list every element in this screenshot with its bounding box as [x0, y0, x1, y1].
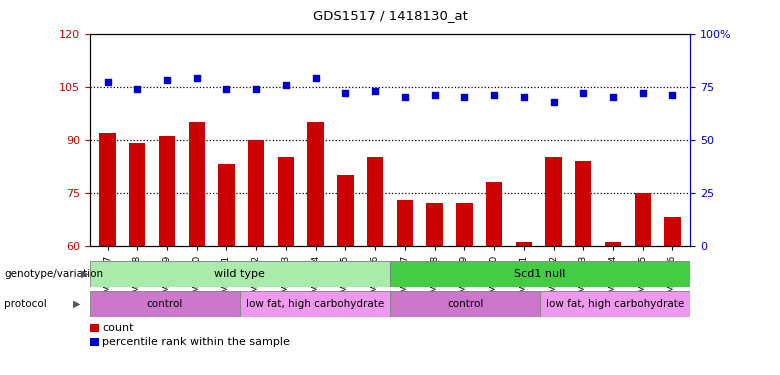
- Point: [666, 92, 679, 98]
- Point: [428, 92, 441, 98]
- Text: control: control: [447, 299, 484, 309]
- Point: [310, 75, 322, 81]
- Text: count: count: [102, 323, 133, 333]
- Point: [131, 86, 144, 92]
- Text: ▶: ▶: [73, 299, 80, 309]
- Bar: [545, 158, 562, 246]
- Point: [250, 86, 262, 92]
- Point: [339, 90, 352, 96]
- Bar: [159, 136, 176, 246]
- Point: [518, 94, 530, 100]
- Text: low fat, high carbohydrate: low fat, high carbohydrate: [546, 299, 684, 309]
- Point: [101, 80, 114, 86]
- Text: control: control: [147, 299, 183, 309]
- Bar: [90, 291, 239, 317]
- Bar: [99, 133, 115, 246]
- Bar: [427, 203, 443, 246]
- Point: [458, 94, 470, 100]
- Bar: [218, 164, 235, 246]
- Bar: [337, 175, 353, 246]
- Bar: [575, 161, 591, 246]
- Text: GDS1517 / 1418130_at: GDS1517 / 1418130_at: [313, 9, 467, 22]
- Bar: [248, 140, 264, 246]
- Text: low fat, high carbohydrate: low fat, high carbohydrate: [246, 299, 384, 309]
- Bar: [189, 122, 205, 246]
- Point: [399, 94, 411, 100]
- Point: [280, 82, 292, 88]
- Bar: [604, 242, 621, 246]
- Text: wild type: wild type: [215, 269, 265, 279]
- Bar: [390, 291, 540, 317]
- Bar: [239, 291, 390, 317]
- Bar: [278, 158, 294, 246]
- Point: [636, 90, 649, 96]
- Point: [369, 88, 381, 94]
- Bar: [486, 182, 502, 246]
- Point: [190, 75, 203, 81]
- Bar: [635, 193, 651, 246]
- Bar: [456, 203, 473, 246]
- Point: [488, 92, 500, 98]
- Text: Scd1 null: Scd1 null: [515, 269, 566, 279]
- Text: percentile rank within the sample: percentile rank within the sample: [102, 337, 290, 347]
- Bar: [665, 217, 681, 246]
- Bar: [390, 261, 690, 287]
- Bar: [129, 143, 145, 246]
- Point: [577, 90, 590, 96]
- Point: [161, 77, 173, 83]
- Bar: [516, 242, 532, 246]
- Text: ▶: ▶: [80, 269, 88, 279]
- Point: [607, 94, 619, 100]
- Text: protocol: protocol: [4, 299, 47, 309]
- Bar: [307, 122, 324, 246]
- Point: [220, 86, 232, 92]
- Point: [548, 99, 560, 105]
- Text: genotype/variation: genotype/variation: [4, 269, 103, 279]
- Bar: [367, 158, 383, 246]
- Bar: [90, 261, 390, 287]
- Bar: [540, 291, 690, 317]
- Bar: [397, 200, 413, 246]
